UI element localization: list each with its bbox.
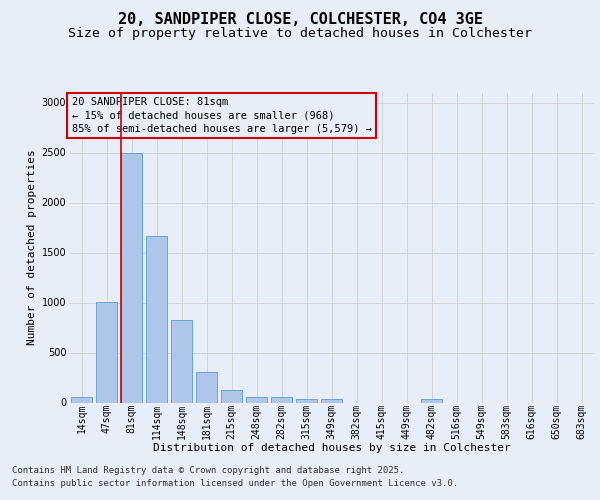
Bar [171,320,192,402]
Bar [421,399,442,402]
Bar [96,302,117,402]
Bar [221,390,242,402]
Y-axis label: Number of detached properties: Number of detached properties [28,150,37,346]
Text: Contains public sector information licensed under the Open Government Licence v3: Contains public sector information licen… [12,479,458,488]
Bar [196,372,217,402]
Text: Contains HM Land Registry data © Crown copyright and database right 2025.: Contains HM Land Registry data © Crown c… [12,466,404,475]
Bar [271,397,292,402]
Text: Size of property relative to detached houses in Colchester: Size of property relative to detached ho… [68,28,532,40]
X-axis label: Distribution of detached houses by size in Colchester: Distribution of detached houses by size … [152,444,511,454]
Bar [121,152,142,402]
Text: 20 SANDPIPER CLOSE: 81sqm
← 15% of detached houses are smaller (968)
85% of semi: 20 SANDPIPER CLOSE: 81sqm ← 15% of detac… [71,97,371,134]
Text: 20, SANDPIPER CLOSE, COLCHESTER, CO4 3GE: 20, SANDPIPER CLOSE, COLCHESTER, CO4 3GE [118,12,482,28]
Bar [296,398,317,402]
Bar [321,398,342,402]
Bar [246,396,267,402]
Bar [146,236,167,402]
Bar [71,396,92,402]
